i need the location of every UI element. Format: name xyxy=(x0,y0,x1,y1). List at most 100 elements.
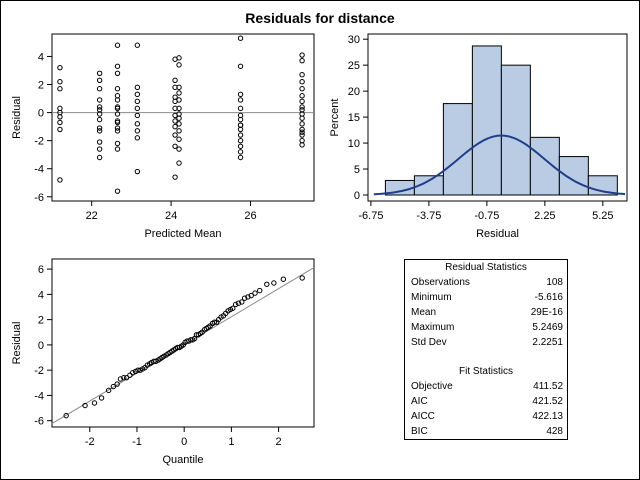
y-tick-label: -4 xyxy=(34,390,44,402)
data-point xyxy=(172,118,178,124)
data-point xyxy=(232,301,239,308)
data-point xyxy=(57,114,63,120)
data-point xyxy=(134,42,141,48)
data-point xyxy=(96,146,103,152)
data-point xyxy=(96,128,103,134)
histogram-bar xyxy=(471,45,502,196)
data-point xyxy=(299,57,305,64)
data-point xyxy=(134,128,141,134)
data-point xyxy=(299,121,305,127)
y-tick-label: 10 xyxy=(348,138,360,150)
data-point xyxy=(299,98,305,105)
data-point xyxy=(96,154,103,161)
data-point xyxy=(134,168,141,175)
stat-label: Minimum xyxy=(411,292,452,303)
data-point xyxy=(299,111,305,117)
histogram-bar xyxy=(558,156,589,196)
data-point xyxy=(237,137,244,144)
data-point xyxy=(237,116,244,123)
data-point xyxy=(114,70,121,76)
y-tick-label: -4 xyxy=(34,164,44,176)
data-point xyxy=(57,64,63,71)
data-point xyxy=(63,412,69,419)
y-tick-label: 4 xyxy=(38,51,44,63)
data-point xyxy=(176,105,182,112)
data-point xyxy=(114,125,121,131)
data-point xyxy=(57,119,63,126)
data-point xyxy=(176,146,182,152)
y-tick-label: 5 xyxy=(354,164,360,176)
data-point xyxy=(123,375,130,381)
data-point xyxy=(299,126,305,133)
stat-label: AIC xyxy=(411,396,428,407)
residual-statistics-heading: Residual Statistics xyxy=(445,262,527,273)
data-point xyxy=(235,300,242,306)
data-point xyxy=(172,77,178,84)
data-point xyxy=(237,132,244,138)
stat-value: -5.616 xyxy=(534,292,563,303)
data-point xyxy=(96,107,103,113)
x-tick-label: -1 xyxy=(132,436,142,448)
data-point xyxy=(114,146,121,152)
data-point xyxy=(245,294,251,300)
data-point xyxy=(57,126,63,133)
stat-label: Objective xyxy=(411,381,453,392)
data-point xyxy=(114,188,121,194)
data-point xyxy=(57,79,63,85)
stat-row: Std Dev 2.2251 xyxy=(405,335,567,350)
stat-label: Std Dev xyxy=(411,337,447,348)
x-tick-label: 1 xyxy=(228,436,234,448)
data-point xyxy=(172,123,178,130)
x-tick-label: -0.75 xyxy=(474,210,499,222)
stat-value: 108 xyxy=(546,277,563,288)
data-point xyxy=(134,105,141,112)
data-point xyxy=(237,154,244,161)
data-point xyxy=(299,71,305,78)
x-tick-label: 2 xyxy=(276,436,282,448)
data-point xyxy=(96,77,103,84)
data-point xyxy=(299,104,305,110)
data-point xyxy=(172,132,178,138)
y-tick-label: 2 xyxy=(38,80,44,92)
data-point xyxy=(299,129,305,135)
data-point xyxy=(237,122,244,128)
data-point xyxy=(230,305,236,311)
data-point xyxy=(57,86,63,92)
stat-row: Mean 29E-16 xyxy=(405,305,567,320)
stat-label: Observations xyxy=(411,277,470,288)
stat-value: 5.2469 xyxy=(532,322,563,333)
data-point xyxy=(110,383,117,390)
y-tick-label: 6 xyxy=(38,264,44,276)
x-axis-label: Residual xyxy=(476,228,519,240)
y-tick-label: 30 xyxy=(348,34,360,46)
x-tick-label: 0 xyxy=(181,436,187,448)
y-tick-label: -6 xyxy=(34,192,44,204)
data-point xyxy=(96,86,103,92)
data-point xyxy=(114,63,121,69)
data-point xyxy=(114,105,121,112)
data-point xyxy=(176,115,182,121)
data-point xyxy=(176,62,182,68)
y-tick-label: -6 xyxy=(34,416,44,428)
data-point xyxy=(172,143,178,149)
data-point xyxy=(237,63,244,69)
y-tick-label: 0 xyxy=(38,340,44,352)
data-point xyxy=(237,91,244,98)
stat-row: Minimum -5.616 xyxy=(405,290,567,305)
y-axis-label: Percent xyxy=(329,99,341,137)
data-point xyxy=(237,97,244,103)
data-point xyxy=(57,177,63,183)
stat-label: BIC xyxy=(411,426,428,437)
data-point xyxy=(121,375,127,381)
data-point xyxy=(299,52,305,58)
data-point xyxy=(237,35,244,41)
data-point xyxy=(176,136,182,142)
data-point xyxy=(114,140,121,147)
data-point xyxy=(176,55,182,61)
data-point xyxy=(257,287,263,294)
y-tick-label: -2 xyxy=(34,136,44,148)
data-point xyxy=(114,381,120,387)
data-point xyxy=(134,121,141,127)
x-tick-label: -3.75 xyxy=(416,210,441,222)
